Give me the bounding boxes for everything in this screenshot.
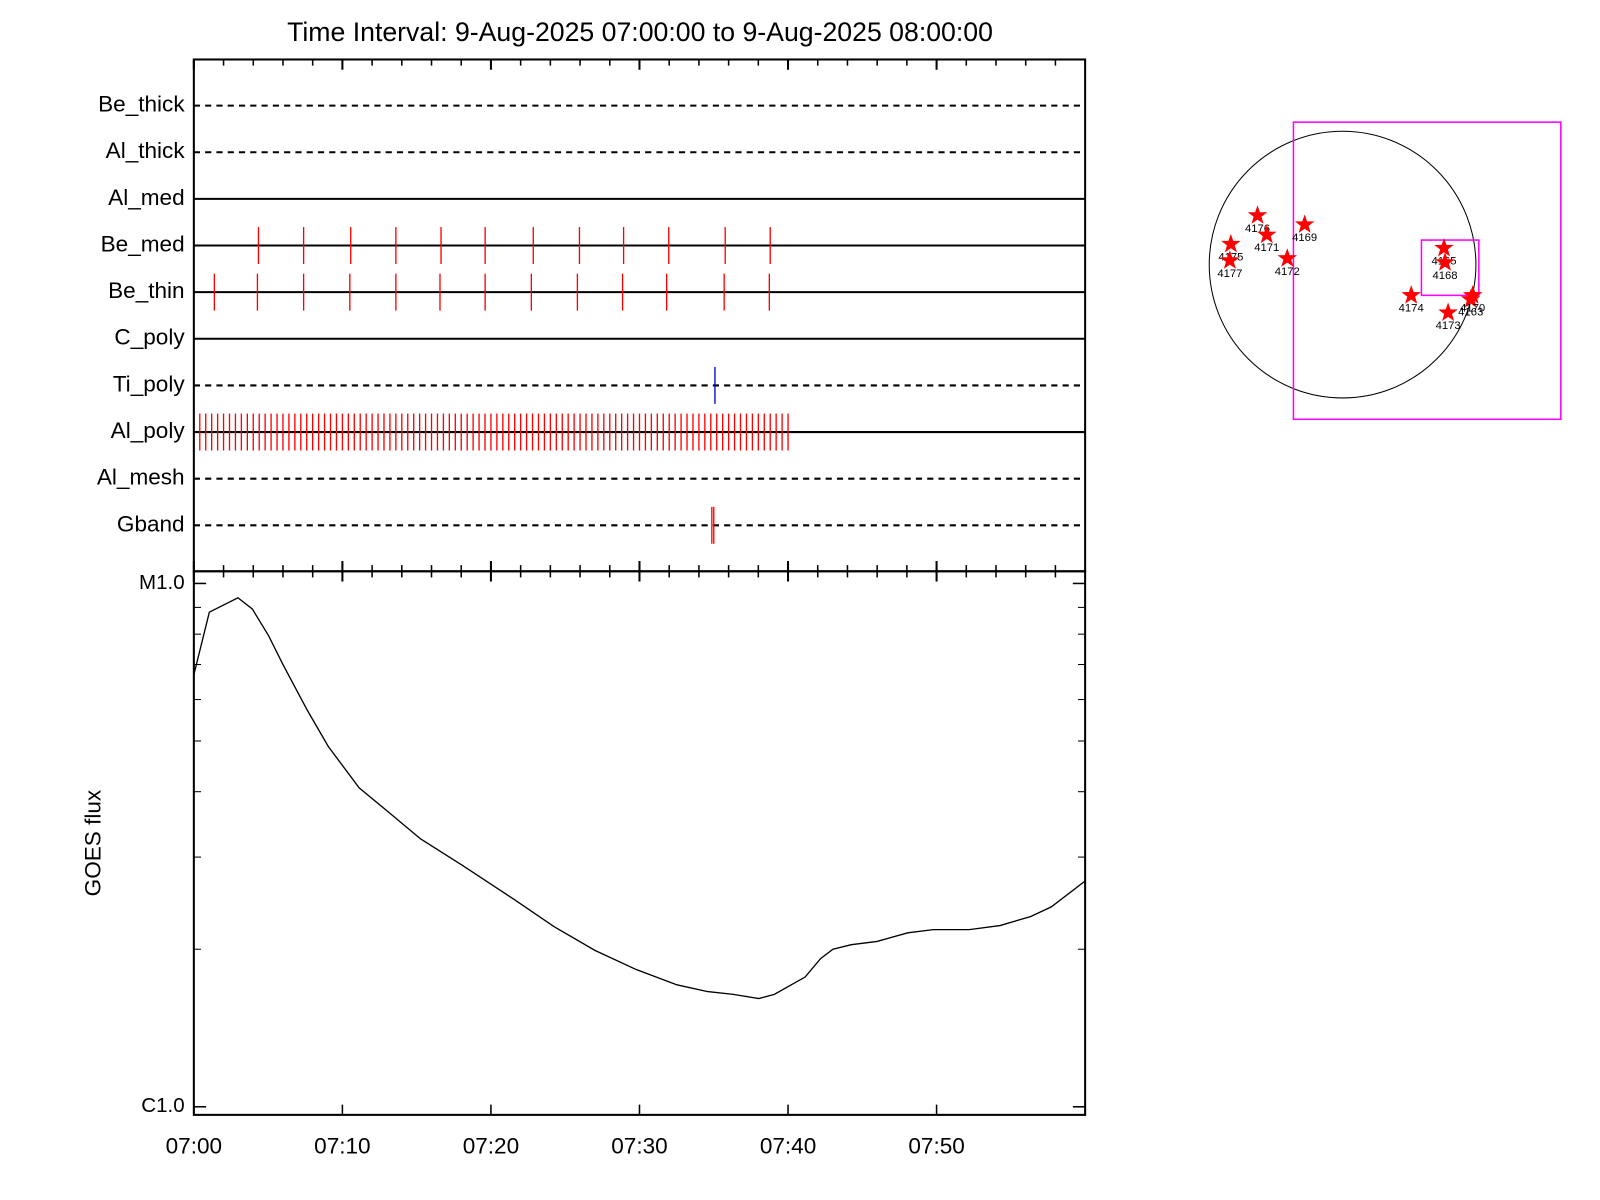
y-tick-label: C1.0	[141, 1094, 184, 1117]
x-tick-label: 07:30	[611, 1134, 667, 1159]
channel-label: Be_thin	[108, 278, 184, 303]
region-star	[1435, 252, 1455, 271]
region-label: 4177	[1217, 268, 1242, 280]
region-label: 4170	[1460, 303, 1485, 315]
plot-frame	[192, 58, 1087, 573]
channel-label: Be_med	[101, 231, 185, 256]
fov-box	[1420, 239, 1480, 297]
region-label: 4173	[1436, 320, 1461, 332]
channel-label: Gband	[117, 511, 185, 536]
x-tick-label: 07:40	[760, 1134, 816, 1159]
region-star	[1294, 214, 1315, 233]
region-star	[1401, 285, 1421, 304]
channel-label: Al_mesh	[97, 465, 185, 490]
region-star	[1462, 285, 1483, 304]
flux-curve	[193, 596, 1086, 1000]
channel-label: Al_thick	[106, 138, 186, 163]
channel-label: Be_thick	[98, 92, 185, 117]
region-label: 4174	[1399, 303, 1424, 315]
region-star	[1247, 205, 1268, 224]
x-tick-label: 07:20	[463, 1134, 519, 1159]
region-star	[1277, 248, 1298, 267]
fov-box	[1292, 121, 1562, 421]
channel-label: Al_med	[108, 185, 184, 210]
solar-disk	[1208, 130, 1477, 399]
channel-label: Al_poly	[111, 418, 186, 443]
y-axis-label: GOES flux	[80, 789, 105, 896]
region-label: 4163	[1458, 307, 1483, 319]
chart-title: Time Interval: 9-Aug-2025 07:00:00 to 9-…	[287, 17, 993, 47]
channel-label: C_poly	[114, 325, 185, 350]
x-tick-label: 07:10	[314, 1134, 370, 1159]
plot-frame	[192, 570, 1087, 1116]
region-star	[1438, 302, 1458, 322]
region-star	[1434, 237, 1454, 257]
region-star	[1221, 233, 1241, 253]
region-label: 4169	[1292, 232, 1317, 244]
region-star	[1257, 224, 1277, 244]
x-tick-label: 07:00	[166, 1134, 222, 1159]
region-label: 4172	[1275, 266, 1300, 278]
region-label: 4168	[1432, 270, 1457, 282]
x-tick-label: 07:50	[908, 1134, 964, 1159]
channel-label: Ti_poly	[113, 371, 186, 396]
region-label: 4171	[1254, 242, 1279, 254]
y-tick-label: M1.0	[139, 571, 185, 594]
region-star	[1220, 250, 1240, 269]
